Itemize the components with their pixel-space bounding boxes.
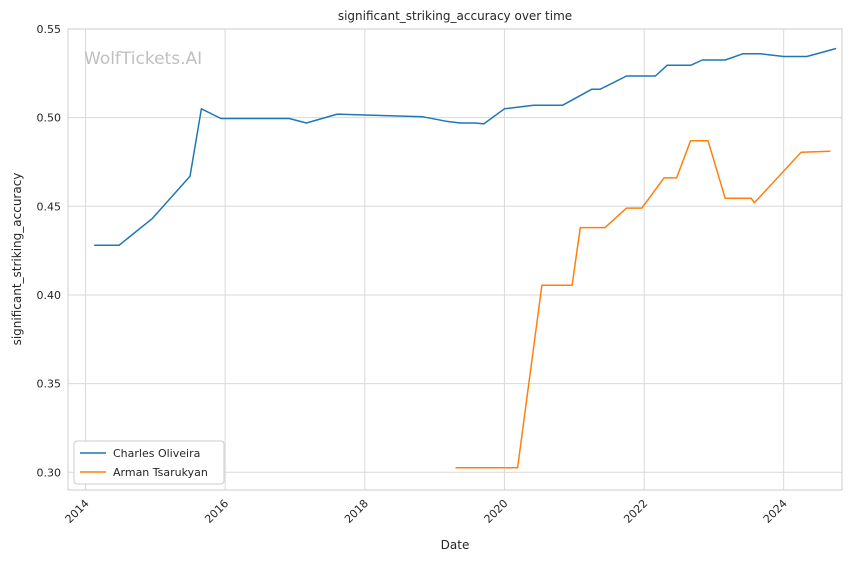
series-lines bbox=[94, 47, 837, 469]
watermark: WolfTickets.AI bbox=[84, 49, 202, 69]
legend-label: Charles Oliveira bbox=[113, 447, 200, 460]
x-tick-label: 2024 bbox=[761, 497, 790, 526]
legend-box bbox=[73, 440, 225, 485]
y-axis-label: significant_striking_accuracy bbox=[10, 173, 24, 346]
y-tick-label: 0.35 bbox=[37, 378, 62, 391]
legend: Charles Oliveira Arman Tsarukyan bbox=[73, 440, 225, 485]
x-tick-label: 2018 bbox=[342, 497, 371, 526]
legend-label: Arman Tsarukyan bbox=[113, 466, 208, 479]
plot-frame bbox=[67, 28, 843, 491]
chart-title: significant_striking_accuracy over time bbox=[338, 9, 572, 23]
grid-lines bbox=[68, 28, 842, 490]
y-tick-label: 0.45 bbox=[37, 200, 62, 213]
y-axis-ticks: 0.30 0.35 0.40 0.45 0.50 0.55 bbox=[37, 23, 62, 479]
y-tick-label: 0.40 bbox=[37, 289, 62, 302]
series-line-charles-oliveira bbox=[94, 47, 837, 247]
series-line-arman-tsarukyan bbox=[455, 139, 831, 469]
y-tick-label: 0.30 bbox=[37, 466, 62, 479]
x-tick-label: 2020 bbox=[482, 497, 511, 526]
x-tick-label: 2016 bbox=[202, 497, 231, 526]
y-tick-label: 0.50 bbox=[37, 112, 62, 125]
x-tick-label: 2014 bbox=[63, 497, 92, 526]
x-axis-label: Date bbox=[441, 538, 470, 552]
x-tick-label: 2022 bbox=[621, 497, 650, 526]
x-axis-ticks: 2014 2016 2018 2020 2022 2024 bbox=[63, 497, 790, 526]
y-tick-label: 0.55 bbox=[37, 23, 62, 36]
